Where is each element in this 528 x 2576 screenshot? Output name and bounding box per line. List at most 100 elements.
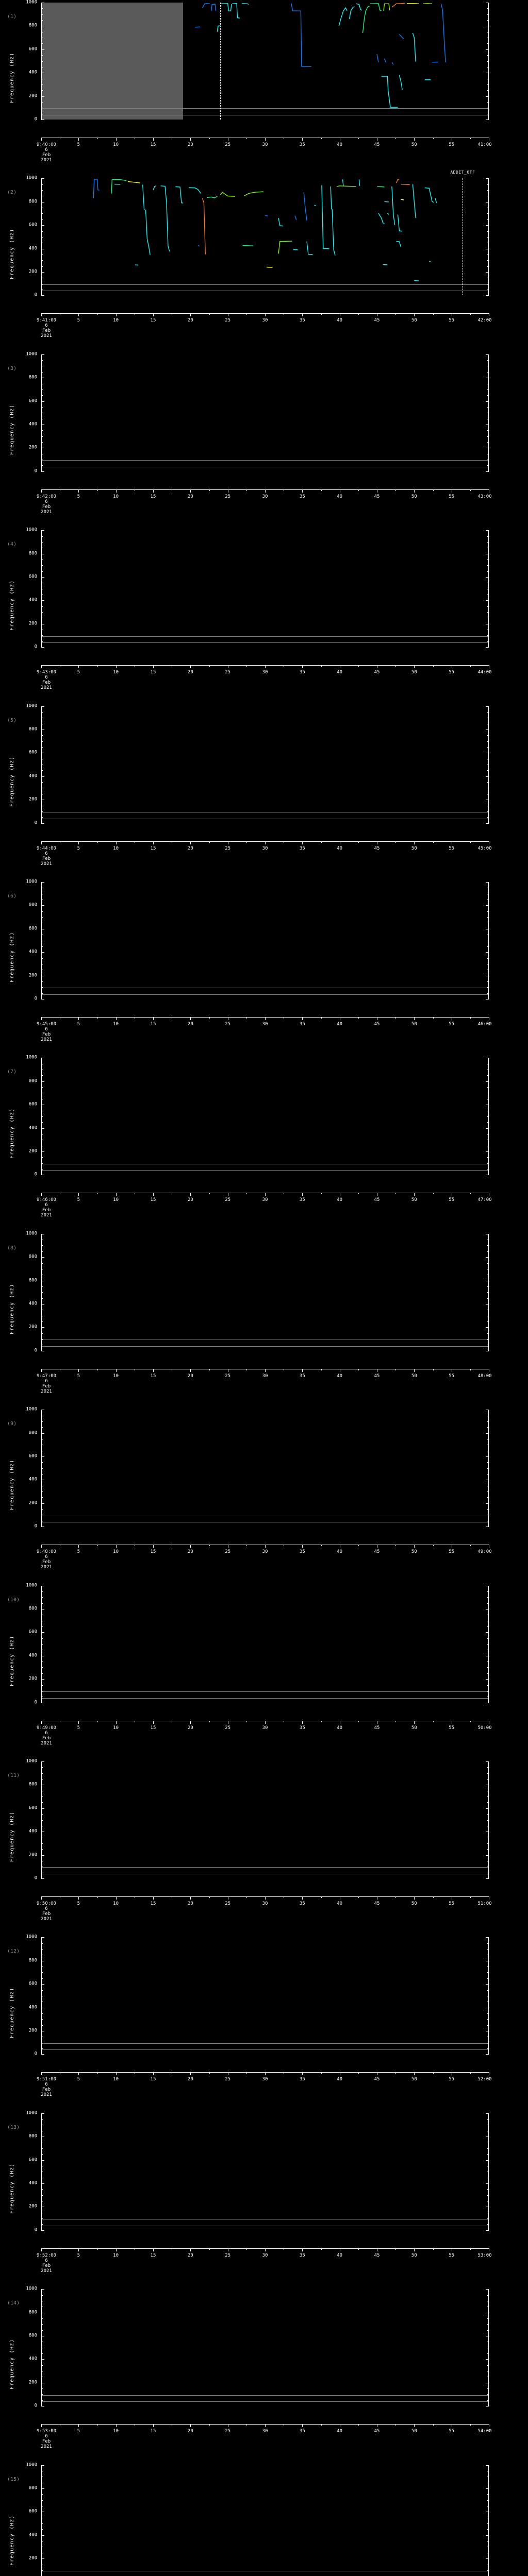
- x-axis-tick: [116, 2424, 117, 2428]
- plot-area[interactable]: [41, 2289, 489, 2407]
- plot-area[interactable]: [41, 354, 489, 472]
- plot-area[interactable]: [41, 706, 489, 824]
- pitch-track: [153, 185, 157, 191]
- x-axis-tick: [265, 1720, 266, 1724]
- plot-area[interactable]: [41, 2465, 489, 2576]
- y-axis-tick: [41, 1116, 43, 1117]
- plot-area[interactable]: [41, 882, 489, 999]
- plot-area[interactable]: [41, 1585, 489, 1703]
- x-axis-date-line: 6: [45, 851, 48, 856]
- x-axis-tick: [41, 1017, 42, 1020]
- panel-number: (12): [7, 1948, 20, 1955]
- y-axis-tick: [486, 776, 489, 777]
- y-axis-tick-label: 400: [28, 70, 37, 75]
- x-axis-tick: [246, 1017, 247, 1019]
- plot-area[interactable]: [41, 2113, 489, 2231]
- x-axis-tick-label: 35: [299, 1901, 305, 1906]
- y-axis-tick-label: 1000: [26, 879, 37, 885]
- plot-area[interactable]: [41, 3, 489, 120]
- y-axis-tick-label: 200: [28, 445, 37, 450]
- x-axis-tick-label: 20: [187, 142, 193, 147]
- pitch-track: [93, 179, 100, 199]
- x-axis: [41, 2424, 489, 2428]
- x-axis-tick: [78, 313, 79, 317]
- x-axis-tick: [209, 2424, 210, 2426]
- x-axis-tick-label: 5: [77, 318, 80, 324]
- y-axis-title: Frequency (Hz): [9, 1108, 15, 1159]
- pitch-track: [376, 186, 385, 188]
- y-axis-tick: [486, 2230, 489, 2231]
- x-axis-date-line: 2021: [41, 2092, 52, 2098]
- x-axis-tick-label: 50: [411, 318, 417, 324]
- x-axis-tick-label: 50: [411, 1901, 417, 1906]
- x-axis-tick-label: 55: [449, 2252, 455, 2258]
- y-axis-tick: [487, 101, 489, 103]
- plot-area[interactable]: [41, 1937, 489, 2055]
- x-axis-tick-label: 45: [374, 494, 380, 499]
- y-axis-tick: [487, 1298, 489, 1299]
- y-axis-tick: [41, 2318, 43, 2319]
- x-axis-end-label: 45:00: [477, 845, 492, 851]
- plot-area[interactable]: [41, 1761, 489, 1879]
- y-axis-tick: [41, 1773, 43, 1774]
- x-axis-date-line: 2021: [41, 2444, 52, 2450]
- x-axis-tick-label: 15: [150, 2252, 156, 2258]
- y-axis-tick-label: 0: [34, 292, 37, 298]
- x-axis-tick: [41, 2248, 42, 2251]
- x-axis-tick: [190, 2248, 191, 2251]
- y-axis-tick: [41, 2019, 43, 2020]
- y-axis-tick: [487, 1321, 489, 1323]
- reference-line: [41, 284, 489, 285]
- y-axis-tick: [41, 401, 44, 402]
- y-axis-right: [488, 2465, 489, 2576]
- y-axis-tick: [487, 1339, 489, 1340]
- x-axis-tick: [302, 489, 303, 493]
- y-axis-tick-label: 600: [28, 398, 37, 404]
- x-axis-tick-label: 55: [449, 1197, 455, 1203]
- plot-area[interactable]: [41, 1058, 489, 1176]
- y-axis-tick: [41, 1163, 43, 1164]
- y-axis-tick: [487, 1116, 489, 1117]
- x-axis: [41, 1896, 489, 1900]
- y-axis-tick: [487, 1286, 489, 1287]
- x-axis-date-line: 6: [45, 147, 48, 152]
- x-axis-tick: [116, 138, 117, 141]
- y-axis-tick: [487, 2218, 489, 2219]
- y-axis-tick: [41, 231, 43, 232]
- x-axis-tick: [395, 1720, 397, 1722]
- x-axis-tick-label: 55: [449, 1549, 455, 1555]
- y-axis-tick-label: 1000: [26, 0, 37, 5]
- x-axis-tick: [358, 1368, 359, 1370]
- panel-number: (7): [7, 1069, 17, 1075]
- x-axis-tick: [321, 1017, 322, 1019]
- x-axis-tick-label: 15: [150, 845, 156, 851]
- y-axis-tick-label: 600: [28, 1629, 37, 1635]
- y-axis-tick: [487, 1767, 489, 1768]
- plot-area[interactable]: [41, 530, 489, 648]
- pitch-track: [202, 198, 206, 255]
- y-axis-tick: [486, 882, 489, 883]
- x-axis-tick: [153, 1017, 154, 1020]
- plot-area[interactable]: [41, 178, 489, 296]
- plot-area[interactable]: [41, 1233, 489, 1351]
- x-axis-tick-label: 15: [150, 494, 156, 499]
- plot-area[interactable]: [41, 1410, 489, 1528]
- x-axis-tick: [209, 1368, 210, 1370]
- y-axis-tick: [41, 647, 44, 648]
- y-axis-tick: [41, 1263, 43, 1264]
- y-axis-tick: [487, 406, 489, 408]
- y-axis-tick: [487, 2394, 489, 2395]
- x-axis-tick: [265, 489, 266, 493]
- y-axis-tick-label: 0: [34, 2051, 37, 2057]
- y-axis-tick: [486, 706, 489, 707]
- y-axis-tick: [487, 747, 489, 748]
- panel-number: (6): [7, 893, 17, 899]
- x-axis-tick-label: 45: [374, 142, 380, 147]
- x-axis-tick-label: 40: [337, 670, 343, 675]
- y-axis-tick: [41, 1087, 43, 1088]
- x-axis-tick: [116, 489, 117, 493]
- reference-line: [41, 642, 489, 643]
- y-axis-tick: [41, 2054, 44, 2055]
- x-axis-date-line: 6: [45, 1906, 48, 1911]
- x-axis-tick-label: 35: [299, 1549, 305, 1555]
